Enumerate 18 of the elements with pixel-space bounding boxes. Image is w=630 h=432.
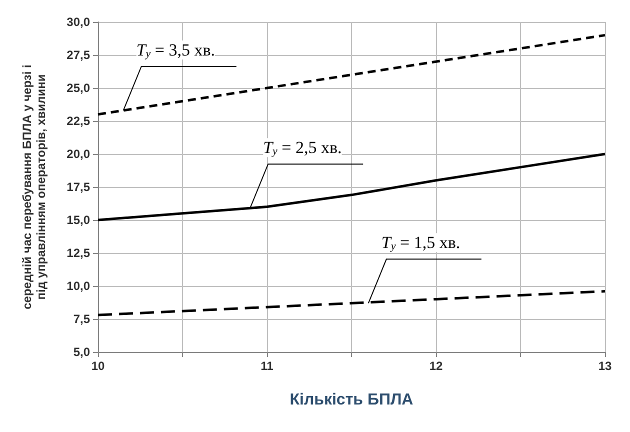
x-tick-label: 11 (260, 359, 274, 373)
x-tick-label: 13 (598, 359, 612, 373)
line-series (96, 34, 606, 116)
x-axis-title: Кількість БПЛА (290, 392, 414, 408)
y-tick-label: 30,0 (66, 15, 90, 29)
y-tick-label: 7,5 (73, 312, 90, 326)
y-tick-label: 27,5 (66, 48, 90, 62)
y-tick-label: 5,0 (73, 345, 90, 359)
x-tick-label: 10 (91, 359, 105, 373)
y-tick-label: 17,5 (66, 180, 90, 194)
y-tick-label: 20,0 (66, 147, 90, 161)
y-tick-label: 10,0 (66, 279, 90, 293)
y-axis-title: середній час перебування БПЛА у черзі і під управлінням операторів, хвилини (20, 64, 48, 310)
y-tick-label: 25,0 (66, 81, 90, 95)
y-tick-label: 15,0 (66, 213, 90, 227)
x-tick-label: 12 (429, 359, 443, 373)
y-tick-label: 22,5 (66, 114, 90, 128)
y-tick-label: 12,5 (66, 246, 90, 260)
